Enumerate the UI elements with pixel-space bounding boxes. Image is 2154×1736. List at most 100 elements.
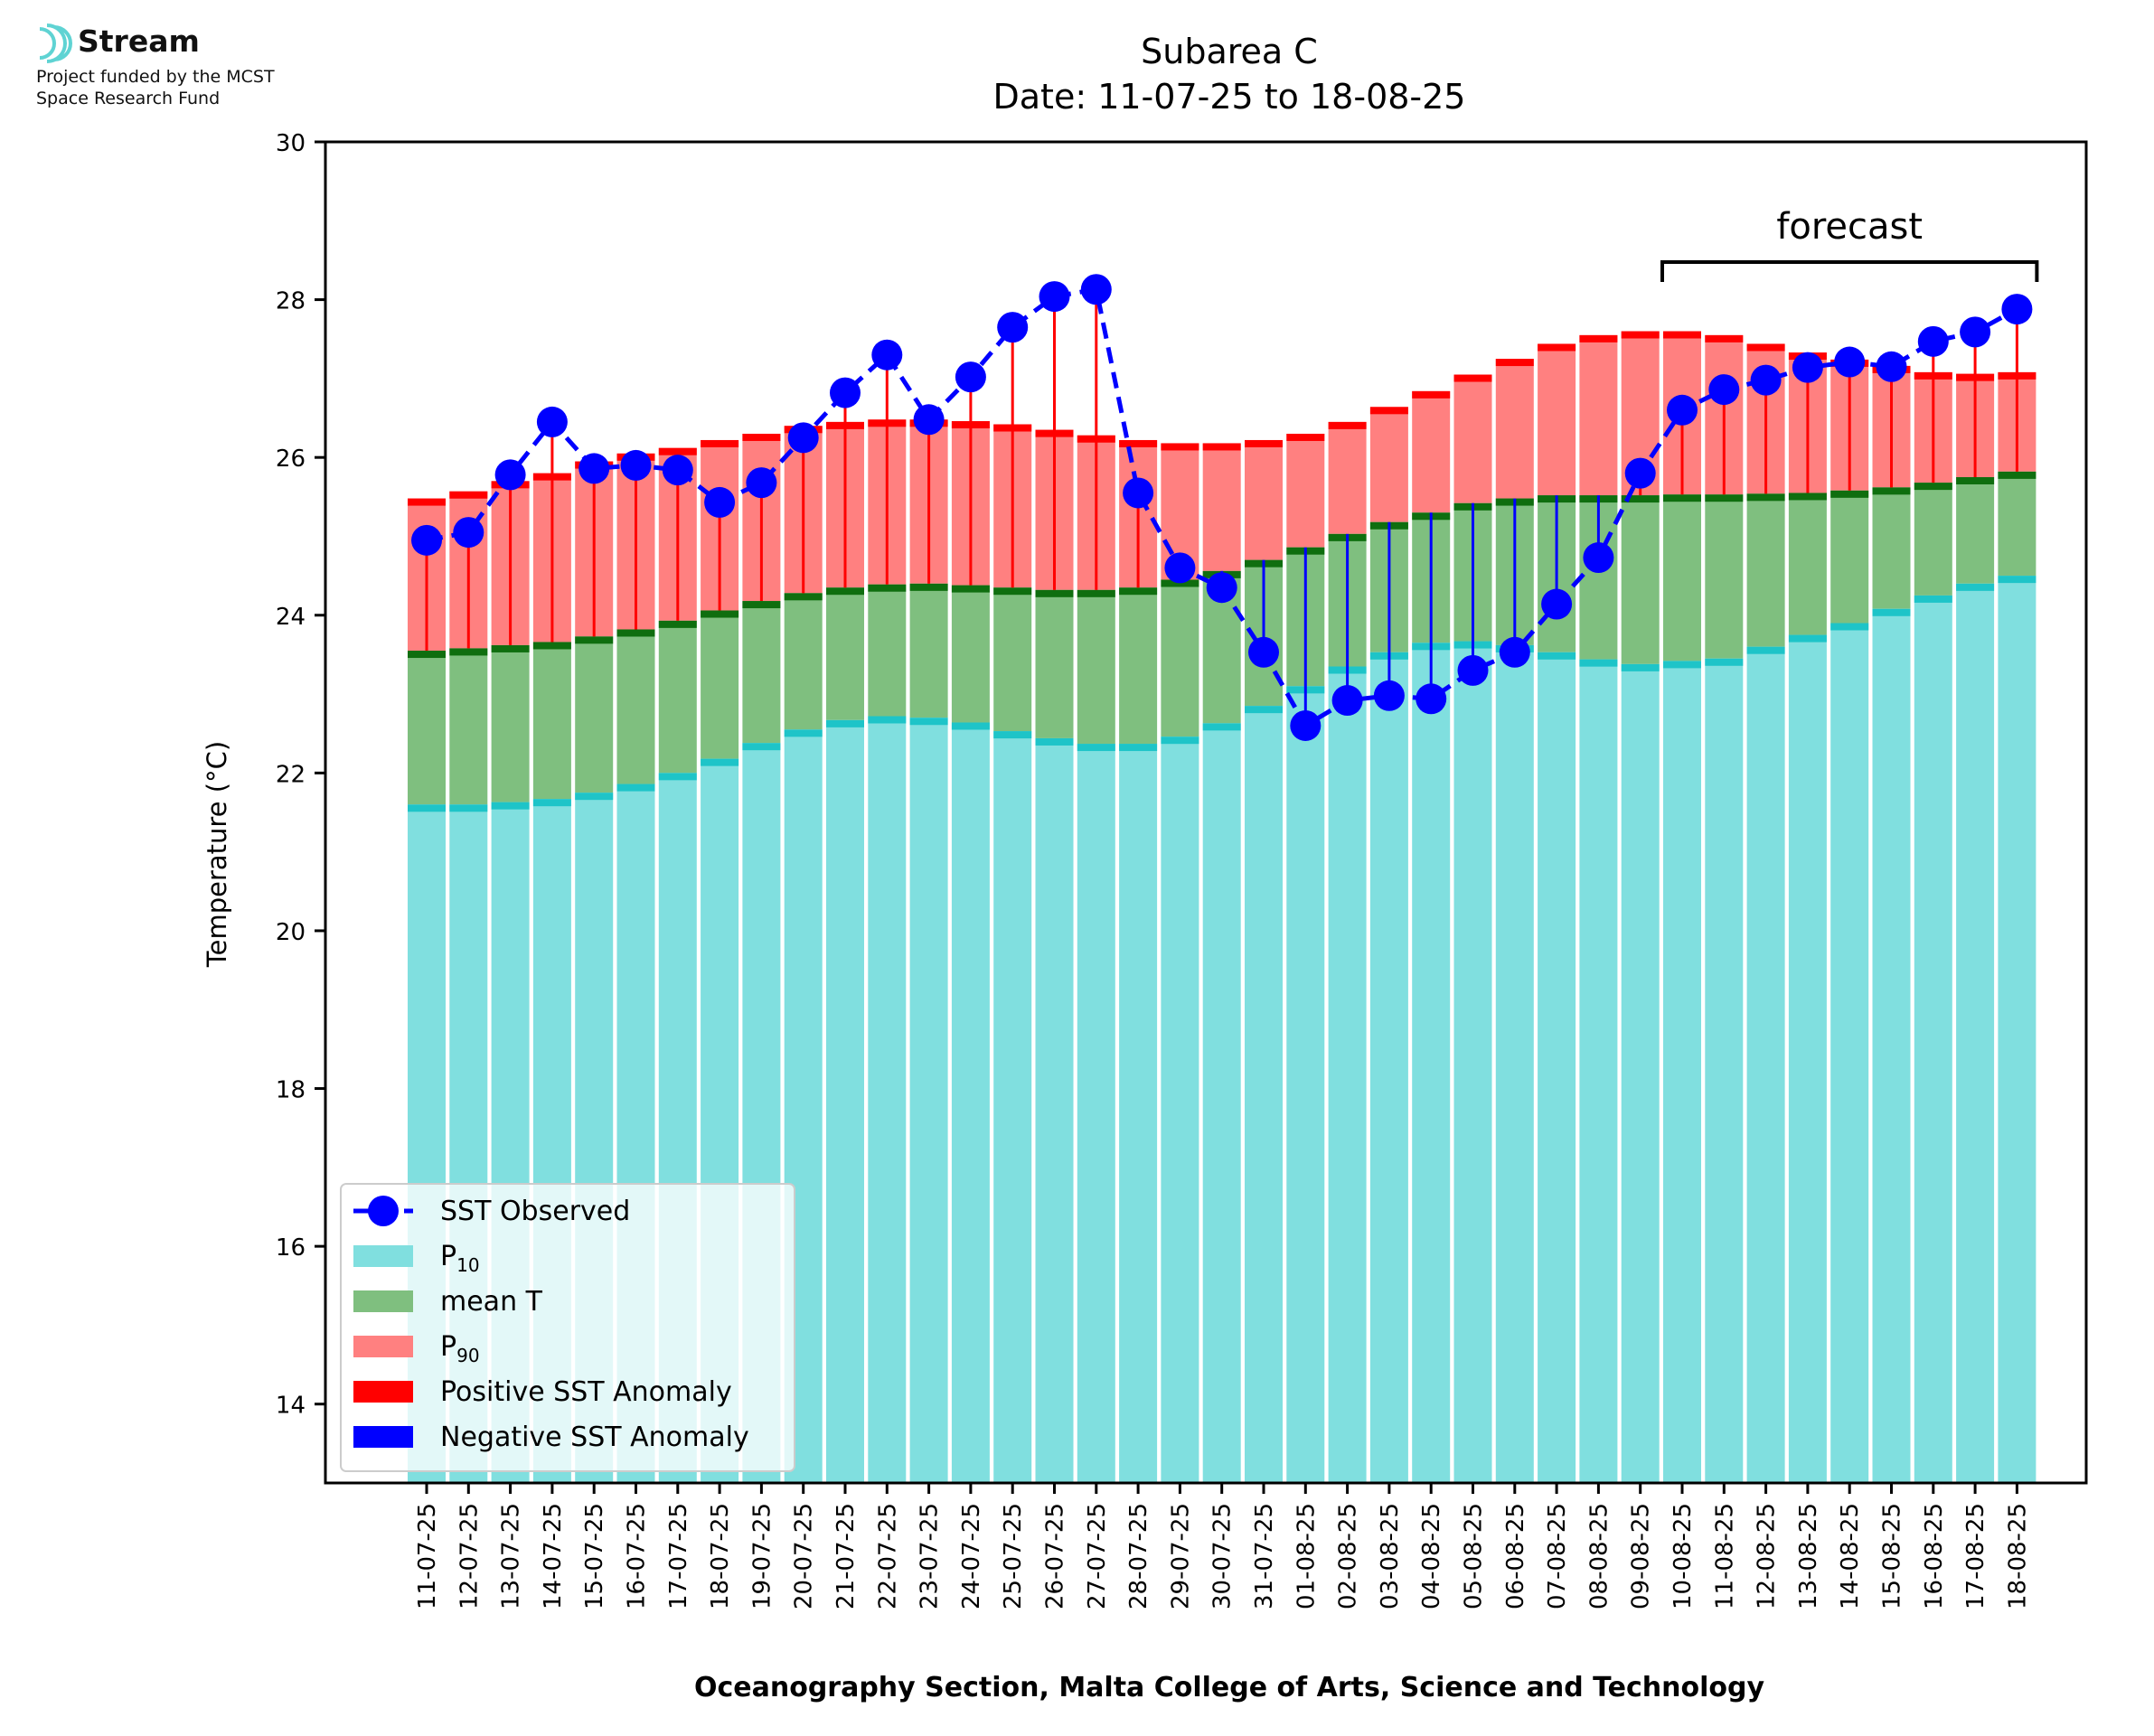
cap-mean	[1161, 579, 1199, 587]
bar-mean	[701, 610, 739, 759]
bar-p10	[1621, 663, 1660, 1483]
x-tick-label: 24-07-25	[958, 1503, 985, 1609]
bar-p10	[1663, 661, 1701, 1483]
sst-observed-point	[411, 524, 442, 556]
bar-mean	[408, 651, 446, 805]
cap-p10	[701, 758, 739, 766]
y-tick-label: 30	[276, 130, 306, 157]
cap-p90	[1579, 334, 1618, 343]
sst-observed-point	[1792, 352, 1823, 383]
x-tick-label: 18-08-25	[2004, 1503, 2031, 1609]
cap-p10	[1035, 737, 1074, 746]
x-tick-label: 30-07-25	[1209, 1503, 1237, 1609]
bar-p90	[1245, 439, 1283, 560]
cap-p10	[742, 743, 781, 751]
bar-mean	[868, 584, 907, 717]
x-tick-label: 13-07-25	[498, 1503, 525, 1609]
x-tick-label: 15-07-25	[581, 1503, 608, 1609]
y-tick-label: 14	[276, 1393, 306, 1420]
bar-mean	[993, 587, 1032, 732]
cap-mean	[1035, 589, 1074, 597]
bar-p90	[1453, 374, 1492, 503]
x-tick-label: 10-08-25	[1670, 1503, 1697, 1609]
cap-p90	[408, 498, 446, 506]
sst-observed-point	[1583, 542, 1614, 574]
bar-p90	[1202, 443, 1241, 571]
bar-p10	[1202, 723, 1241, 1483]
bar-mean	[1705, 494, 1744, 659]
x-tick-label: 08-08-25	[1585, 1503, 1613, 1609]
sst-observed-point	[1080, 274, 1112, 305]
cap-p90	[1286, 433, 1325, 441]
cap-p90	[701, 439, 739, 447]
bar-p10	[1077, 744, 1115, 1483]
legend-label-text: Negative SST Anomaly	[440, 1422, 749, 1453]
cap-mean	[1830, 490, 1869, 498]
y-axis: 14 16 18 20 22 24 26 28 30	[276, 130, 325, 1420]
cap-p10	[658, 773, 697, 781]
sst-observed-point	[955, 361, 986, 393]
bar-p10	[1830, 623, 1869, 1483]
bar-p10	[1956, 583, 1995, 1483]
cap-p90	[1412, 390, 1451, 399]
cap-p10	[909, 718, 948, 726]
cap-p90	[1663, 331, 1701, 339]
cap-mean	[909, 583, 948, 591]
bar-p10	[1788, 634, 1827, 1483]
sst-observed-point	[494, 459, 526, 491]
forecast-label: forecast	[1776, 206, 1923, 248]
cap-p90	[1453, 374, 1492, 382]
bar-p10	[1161, 737, 1199, 1483]
cap-mean	[1914, 483, 1952, 491]
sst-observed-point	[1667, 394, 1698, 426]
bar-mean	[784, 593, 823, 730]
x-tick-label: 11-07-25	[414, 1503, 441, 1609]
sst-observed-point	[2001, 294, 2033, 325]
cap-mean	[449, 648, 488, 656]
bar-p90	[1412, 390, 1451, 513]
legend-label-text: Positive SST Anomaly	[440, 1376, 732, 1408]
bar-mean	[1161, 579, 1199, 737]
legend-label-p90: P90	[440, 1331, 480, 1366]
sst-observed-point	[1164, 552, 1196, 584]
cap-mean	[742, 601, 781, 609]
bar-p10	[1746, 646, 1785, 1483]
x-tick-label: 17-07-25	[665, 1503, 692, 1609]
cap-p90	[658, 447, 697, 455]
logo-name: Stream	[78, 23, 200, 59]
cap-mean	[1621, 495, 1660, 503]
sst-observed-point	[1290, 709, 1322, 741]
cap-p10	[993, 731, 1032, 739]
sst-observed-point	[1541, 588, 1573, 620]
cap-mean	[868, 584, 907, 592]
bar-mean	[1872, 487, 1911, 609]
bar-p10	[1328, 666, 1367, 1483]
x-tick-label: 28-07-25	[1125, 1503, 1152, 1609]
sst-observed-point	[1206, 572, 1237, 604]
legend-label-subscript: 10	[456, 1254, 479, 1276]
cap-p10	[1872, 608, 1911, 616]
cap-p90	[1119, 439, 1158, 447]
cap-mean	[1998, 471, 2036, 479]
cap-mean	[1788, 493, 1827, 501]
bar-p10	[1872, 608, 1911, 1483]
bar-p90	[1495, 359, 1534, 499]
x-tick-label: 07-08-25	[1544, 1503, 1571, 1609]
legend-label-text: P	[440, 1241, 456, 1272]
legend-box	[340, 1183, 795, 1472]
cap-mean	[532, 642, 571, 650]
anomaly-lines-layer	[425, 289, 2018, 726]
cap-p90	[449, 491, 488, 499]
x-tick-label: 19-07-25	[748, 1503, 776, 1609]
sst-observed-point	[1039, 281, 1070, 313]
legend-swatch-positive	[353, 1381, 413, 1403]
cap-mean	[1077, 589, 1115, 597]
y-tick-label: 16	[276, 1234, 306, 1262]
x-tick-label: 01-08-25	[1293, 1503, 1320, 1609]
legend-label-p10: P10	[440, 1241, 480, 1276]
cap-mean	[826, 587, 864, 596]
legend-swatch-mean	[353, 1290, 413, 1312]
cap-mean	[951, 585, 990, 593]
